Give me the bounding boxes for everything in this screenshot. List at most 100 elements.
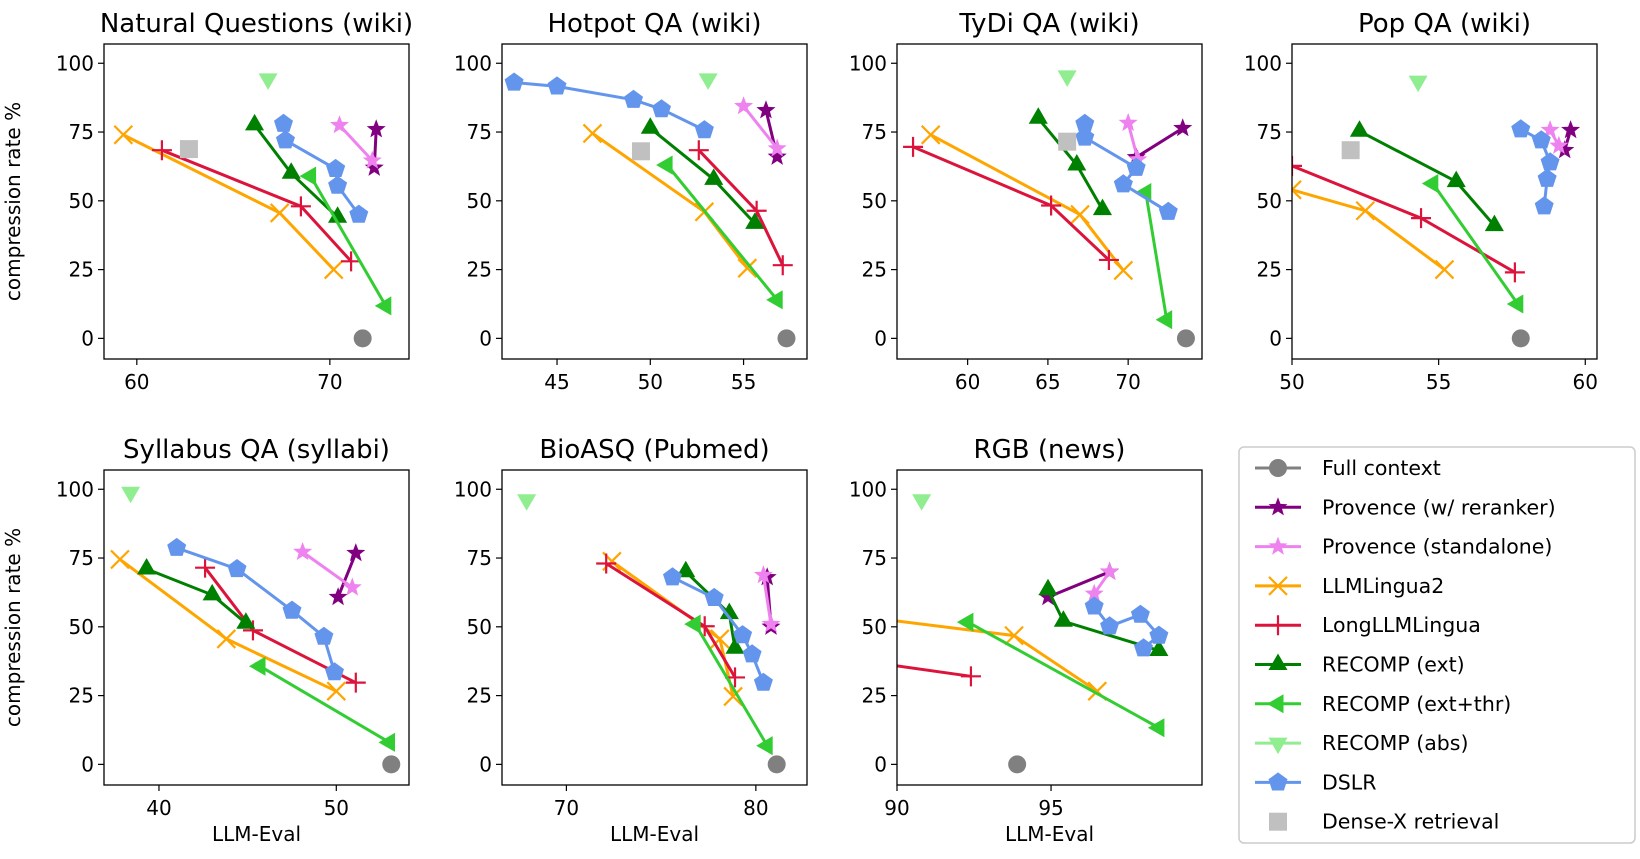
series-line	[259, 664, 391, 744]
y-tick-label: 75	[467, 546, 492, 570]
data-point	[290, 196, 311, 217]
series-recomp-ext-	[1038, 578, 1169, 656]
subplot-4: Pop QA (wiki) 0 25 50 75 100 50 55 60	[1244, 9, 1598, 394]
data-point	[733, 625, 753, 644]
data-point	[269, 203, 290, 223]
series-longllmlingua	[897, 664, 981, 687]
data-point	[325, 662, 344, 681]
series-full-context	[1176, 329, 1195, 348]
legend-entry: Dense-X retrieval	[1269, 810, 1499, 834]
data-point	[342, 577, 362, 596]
legend-label: Provence (w/ reranker)	[1322, 495, 1556, 519]
x-tick-label: 70	[554, 796, 579, 820]
series-recomp-abs-	[912, 494, 932, 511]
data-point	[652, 99, 671, 118]
subplot-1: Natural Questions (wiki) 0 25 50 75 100 60 70 co…	[1, 9, 413, 394]
data-point	[1028, 107, 1048, 124]
data-point	[756, 100, 776, 119]
subplots: Natural Questions (wiki) 0 25 50 75 100 60 70 co…	[1, 9, 1598, 846]
series-dslr	[1084, 596, 1169, 657]
series-recomp-ext-	[137, 558, 256, 629]
data-point	[326, 158, 346, 177]
pentagon-marker-icon	[1268, 772, 1288, 791]
data-point	[299, 166, 317, 186]
data-point	[366, 119, 386, 138]
data-point	[345, 672, 366, 693]
data-point	[282, 600, 302, 619]
x-tick-label: 60	[124, 370, 149, 394]
data-point	[1540, 152, 1560, 171]
y-tick-label: 75	[69, 546, 94, 570]
x-tick-label: 45	[544, 370, 569, 394]
data-point	[1484, 214, 1504, 232]
data-point	[1149, 639, 1169, 656]
series-dense-x-retrieval	[179, 140, 198, 159]
x-tick-label: 70	[1115, 370, 1140, 394]
y-tick-label: 100	[56, 51, 94, 75]
data-point	[1540, 120, 1560, 139]
y-tick-label: 0	[874, 752, 887, 776]
y-tick-label: 25	[862, 684, 887, 708]
data-point	[1084, 583, 1104, 602]
legend-label: LLMLingua2	[1322, 574, 1444, 598]
y-tick-label: 50	[69, 189, 94, 213]
series-full-context	[767, 755, 786, 774]
series-line	[897, 664, 972, 678]
axes-frame	[1291, 43, 1598, 360]
series-recomp-abs-	[121, 486, 141, 504]
series-provence-standalone-	[1118, 113, 1148, 168]
data-point	[656, 155, 673, 175]
y-tick-label: 25	[69, 258, 94, 282]
legend-entry: RECOMP (ext+thr)	[1255, 692, 1511, 716]
data-point	[151, 140, 172, 161]
data-point	[378, 732, 395, 752]
data-point	[756, 736, 773, 756]
data-point	[704, 168, 724, 185]
x-tick-label: 50	[638, 370, 663, 394]
series-recomp-ext-thr-	[684, 614, 773, 756]
y-tick-label: 75	[862, 120, 887, 144]
series-llmlingua2	[897, 619, 1108, 701]
data-point	[753, 565, 773, 584]
data-point	[328, 206, 348, 223]
data-point	[1084, 596, 1104, 615]
series-dslr	[1511, 119, 1560, 215]
y-tick-label: 25	[862, 258, 887, 282]
data-point	[1534, 196, 1554, 215]
data-point	[202, 583, 222, 601]
data-point	[1292, 180, 1302, 200]
triangle-left-marker-icon	[1267, 694, 1284, 714]
x-tick-label: 70	[317, 370, 342, 394]
series-full-context	[382, 755, 401, 774]
data-point	[1038, 578, 1058, 596]
y-tick-label: 0	[81, 326, 94, 350]
data-point	[1506, 294, 1524, 314]
legend-label: DSLR	[1322, 770, 1376, 794]
y-tick-label: 25	[1257, 258, 1282, 282]
plot-area	[903, 70, 1195, 348]
series-longllmlingua	[195, 557, 366, 693]
series-recomp-ext-	[1028, 107, 1112, 216]
x-axis-label: LLM-Eval	[610, 822, 699, 846]
series-recomp-ext-thr-	[956, 612, 1165, 738]
legend-label: RECOMP (ext+thr)	[1322, 692, 1511, 716]
series-line	[119, 558, 337, 693]
series-line	[967, 620, 1160, 730]
legend-entry: RECOMP (abs)	[1255, 731, 1468, 755]
plus-marker-icon	[1268, 615, 1288, 636]
data-point	[314, 626, 334, 645]
data-point	[249, 656, 266, 676]
data-point	[1008, 755, 1027, 774]
y-tick-label: 75	[862, 546, 887, 570]
series-line	[513, 81, 706, 132]
data-point	[245, 113, 265, 131]
data-point	[1038, 587, 1058, 606]
y-tick-label: 50	[1257, 189, 1282, 213]
series-line	[1135, 126, 1184, 159]
series-line	[1358, 129, 1496, 227]
y-tick-label: 100	[849, 51, 887, 75]
plot-area	[113, 73, 392, 348]
subplot-2: Hotpot QA (wiki) 0 25 50 75 100 45 50 55	[454, 9, 808, 394]
series-provence-standalone-	[293, 542, 362, 596]
data-point	[956, 612, 974, 632]
